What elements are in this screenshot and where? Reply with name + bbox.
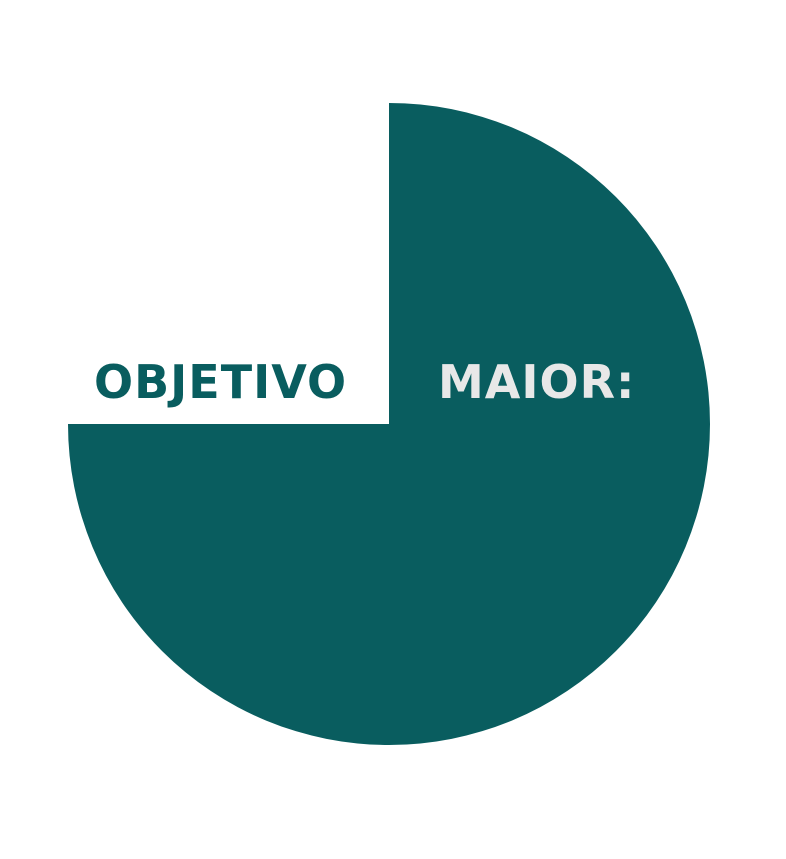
three-quarter-disc-shape (68, 103, 710, 745)
headline-word-maior: MAIOR: (438, 355, 636, 409)
headline-word-objetivo: OBJETIVO (94, 355, 348, 409)
